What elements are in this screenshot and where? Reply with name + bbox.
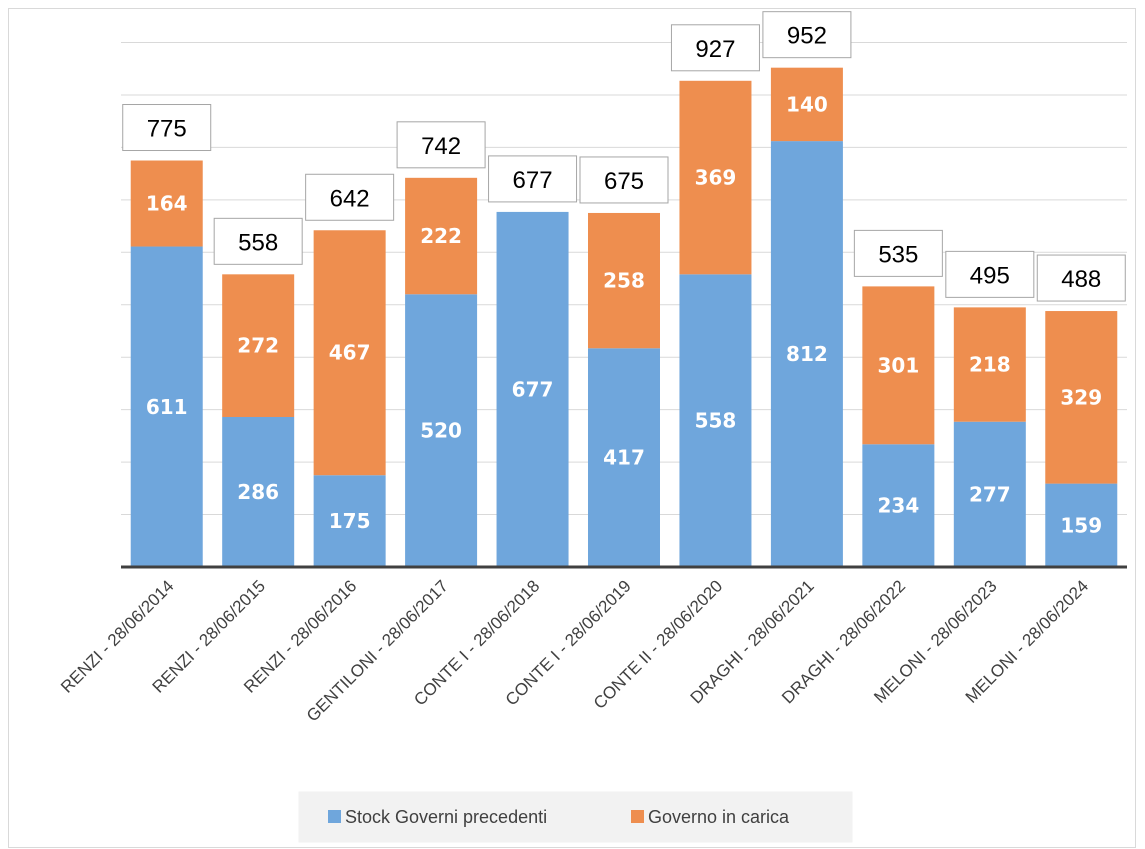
bar-stock (405, 294, 478, 567)
data-label-governo: 140 (786, 92, 828, 116)
data-label-stock: 611 (146, 395, 188, 419)
total-label: 642 (330, 185, 370, 212)
total-label-box (762, 11, 852, 59)
bar-governo (405, 177, 478, 295)
data-label-stock: 277 (969, 482, 1011, 506)
total-label-box (945, 250, 1035, 298)
total-label-box (853, 229, 943, 277)
bar-stock (130, 246, 203, 567)
data-label-governo: 329 (1060, 385, 1102, 409)
data-label-governo: 272 (237, 334, 279, 358)
total-label-box (213, 217, 303, 265)
data-label-stock: 417 (603, 446, 645, 470)
data-label-governo: 222 (420, 224, 462, 248)
bar-stock (313, 475, 386, 567)
bar-stock (496, 211, 569, 567)
segment-labels: 611 164 286 272 175 467 520 222 677 417 258 558 369 8… (146, 92, 1102, 537)
data-label-governo: 467 (329, 341, 371, 365)
data-label-governo: 218 (969, 353, 1011, 377)
bar-governo (862, 286, 935, 445)
legend-box (298, 791, 853, 843)
total-label: 742 (421, 133, 461, 160)
legend: Stock Governi precedenti Governo in cari… (298, 791, 853, 843)
data-label-stock: 159 (1060, 513, 1102, 537)
total-label-box (396, 121, 486, 169)
bar-governo (679, 80, 752, 275)
bar-governo (222, 274, 295, 417)
legend-swatch-governo (631, 810, 644, 823)
data-label-stock: 520 (420, 419, 462, 443)
bar-stock (953, 421, 1026, 567)
data-label-stock: 286 (237, 480, 279, 504)
total-label: 495 (970, 262, 1010, 289)
bars (130, 67, 1118, 567)
data-label-stock: 677 (512, 377, 554, 401)
total-label-box (579, 156, 669, 204)
bar-stock (1045, 483, 1118, 567)
data-label-governo: 301 (877, 353, 919, 377)
data-label-governo: 258 (603, 269, 645, 293)
data-label-governo: 369 (695, 166, 737, 190)
total-label: 558 (238, 229, 278, 256)
total-label: 927 (695, 36, 735, 63)
legend-label-stock: Stock Governi precedenti (345, 807, 547, 827)
total-label: 677 (513, 167, 553, 194)
data-label-stock: 234 (877, 494, 919, 518)
bar-governo (588, 212, 660, 349)
total-label-box (122, 104, 212, 152)
total-label: 775 (147, 116, 187, 143)
bar-stock (588, 348, 660, 567)
data-label-stock: 175 (329, 509, 371, 533)
total-label-box (305, 173, 395, 221)
bar-stock (770, 141, 843, 567)
bar-governo (130, 160, 203, 247)
data-label-stock: 812 (786, 342, 828, 366)
legend-label-governo: Governo in carica (648, 807, 790, 827)
total-label: 535 (878, 241, 918, 268)
total-label: 952 (787, 23, 827, 50)
total-label: 675 (604, 168, 644, 195)
total-label: 488 (1061, 266, 1101, 293)
bar-governo (313, 230, 386, 476)
bar-stock (679, 274, 752, 567)
chart-frame: 611 164 286 272 175 467 520 222 677 417 258 558 369 8… (8, 8, 1136, 848)
bar-governo (770, 67, 843, 142)
stacked-bar-chart: 611 164 286 272 175 467 520 222 677 417 258 558 369 8… (57, 11, 1127, 843)
total-label-box (1036, 254, 1126, 302)
total-label-box (488, 155, 578, 203)
legend-swatch-stock (328, 810, 341, 823)
bar-stock (222, 416, 295, 567)
data-label-stock: 558 (695, 409, 737, 433)
bar-governo (1045, 311, 1118, 484)
total-label-box (670, 24, 760, 72)
bar-stock (862, 444, 935, 567)
total-labels: 775 558 642 742 677 675 927 952 535 495 488 (122, 11, 1126, 302)
bar-governo (953, 307, 1026, 422)
data-label-governo: 164 (146, 192, 188, 216)
